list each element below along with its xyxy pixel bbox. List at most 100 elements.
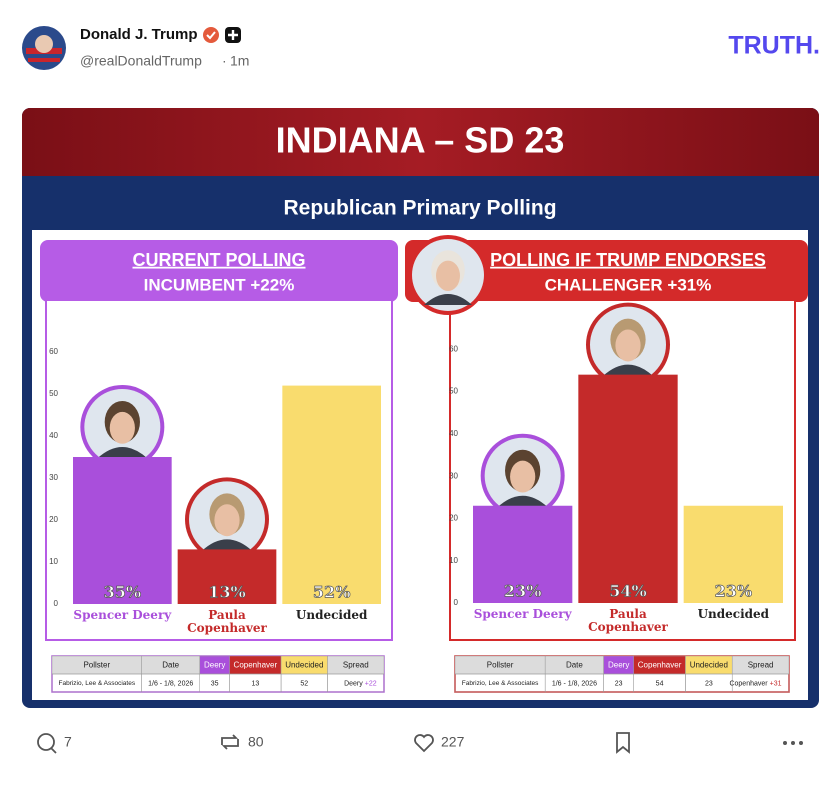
bar — [578, 374, 678, 603]
bar — [683, 505, 783, 603]
like-count: 227 — [441, 734, 465, 750]
category-label-box: Undecided — [295, 609, 368, 622]
spread-value: +31 — [770, 680, 782, 687]
repost-button[interactable] — [221, 734, 239, 750]
photo-face — [436, 260, 460, 291]
separator: · — [222, 53, 227, 69]
category-label-box: Paula Copenhaver — [187, 609, 267, 635]
table-cell-text: 52 — [300, 680, 308, 687]
y-tick-label: 30 — [49, 473, 58, 482]
table-header: Spread — [748, 661, 774, 670]
y-tick-label: 10 — [449, 556, 458, 565]
photo-face — [615, 329, 641, 362]
y-tick-label: 40 — [49, 431, 58, 440]
table-header: Copenhaver — [234, 661, 278, 670]
photo-body — [97, 446, 148, 459]
photo — [185, 477, 269, 562]
y-tick-label: 40 — [449, 429, 458, 438]
photo-face — [109, 411, 135, 444]
table-header: Date — [566, 661, 583, 670]
x-tick-label: Paula Copenhaver — [588, 608, 668, 634]
handle[interactable]: @realDonaldTrump — [80, 53, 202, 69]
avatar[interactable] — [22, 26, 66, 70]
table-cell-text: 23 — [615, 680, 623, 687]
x-tick-label: Undecided — [295, 609, 368, 622]
plus-badge — [225, 27, 241, 43]
image-subtitle: Republican Primary Polling — [283, 197, 556, 220]
value-label: 35% — [104, 583, 141, 602]
y-tick-label: 60 — [449, 344, 458, 353]
table-cell-text: 1/6 - 1/8, 2026 — [148, 680, 193, 687]
table-header: Deery — [608, 661, 629, 670]
category-label-box: Spencer Deery — [73, 609, 171, 622]
category-label-box: Undecided — [697, 608, 770, 621]
logo[interactable]: TRUTH. — [728, 32, 820, 60]
photo — [408, 235, 488, 315]
table-cell — [731, 673, 790, 693]
table-cell-text: 1/6 - 1/8, 2026 — [552, 680, 597, 687]
bar — [473, 505, 573, 603]
spread-name: Deery — [344, 680, 363, 687]
table-header: Undecided — [690, 661, 728, 670]
table-header: Deery — [204, 661, 225, 670]
photo-body — [201, 539, 253, 551]
photo-body — [497, 495, 548, 508]
table-cell-text: 35 — [211, 680, 219, 687]
verified-badge — [203, 27, 219, 43]
y-tick-label: 50 — [49, 389, 58, 398]
y-tick-label: 20 — [449, 514, 458, 523]
x-tick-label: Undecided — [697, 608, 770, 621]
y-tick-label: 0 — [454, 598, 459, 607]
table-header: Pollster — [487, 661, 514, 670]
bar — [73, 457, 172, 604]
photo-face — [214, 504, 240, 537]
chart-title: POLLING IF TRUMP ENDORSES — [490, 250, 766, 270]
table-header: Date — [162, 661, 179, 670]
table-cell-text: Fabrizio, Lee & Associates — [462, 680, 539, 687]
y-tick-label: 20 — [49, 515, 58, 524]
photo — [80, 385, 165, 469]
table-cell-text: 13 — [251, 680, 259, 687]
y-tick-label: 50 — [449, 387, 458, 396]
photo-body — [424, 294, 472, 305]
bookmark-button[interactable] — [616, 732, 630, 754]
chart-subtitle: INCUMBENT +22% — [144, 275, 295, 294]
y-tick-label: 10 — [49, 557, 58, 566]
more-button[interactable] — [783, 741, 803, 745]
category-label-box: Spencer Deery — [473, 608, 572, 621]
value-label: 52% — [313, 583, 350, 602]
bar — [177, 549, 277, 604]
photo — [586, 302, 670, 387]
table-header: Spread — [343, 661, 369, 670]
chart-title: CURRENT POLLING — [133, 250, 306, 270]
chart-subtitle: CHALLENGER +31% — [545, 275, 712, 294]
category-label-box: Paula Copenhaver — [588, 608, 668, 634]
value-label: 54% — [609, 582, 646, 601]
table-cell-text: Fabrizio, Lee & Associates — [59, 680, 136, 687]
reply-count: 7 — [64, 734, 72, 750]
table-cell-text: 54 — [656, 680, 664, 687]
y-tick-label: 0 — [54, 599, 59, 608]
like-button[interactable] — [414, 734, 434, 753]
table-header: Undecided — [285, 661, 323, 670]
photo — [480, 433, 565, 518]
table-cell — [327, 673, 385, 693]
timestamp: 1m — [230, 53, 249, 69]
x-tick-label: Spencer Deery — [473, 608, 572, 621]
reply-button[interactable] — [37, 733, 57, 754]
value-label: 23% — [504, 582, 541, 601]
table-cell-text: 23 — [705, 680, 713, 687]
repost-count: 80 — [248, 734, 264, 750]
photo-face — [510, 460, 536, 493]
table-header: Pollster — [83, 661, 110, 670]
bar — [282, 385, 381, 604]
spread-name: Copenhaver — [729, 680, 768, 687]
y-tick-label: 30 — [449, 471, 458, 480]
chart-header — [405, 240, 808, 302]
y-tick-label: 60 — [49, 347, 58, 356]
author-name[interactable]: Donald J. Trump — [80, 26, 198, 43]
value-label: 23% — [715, 582, 752, 601]
image-title: INDIANA – SD 23 — [276, 120, 565, 161]
